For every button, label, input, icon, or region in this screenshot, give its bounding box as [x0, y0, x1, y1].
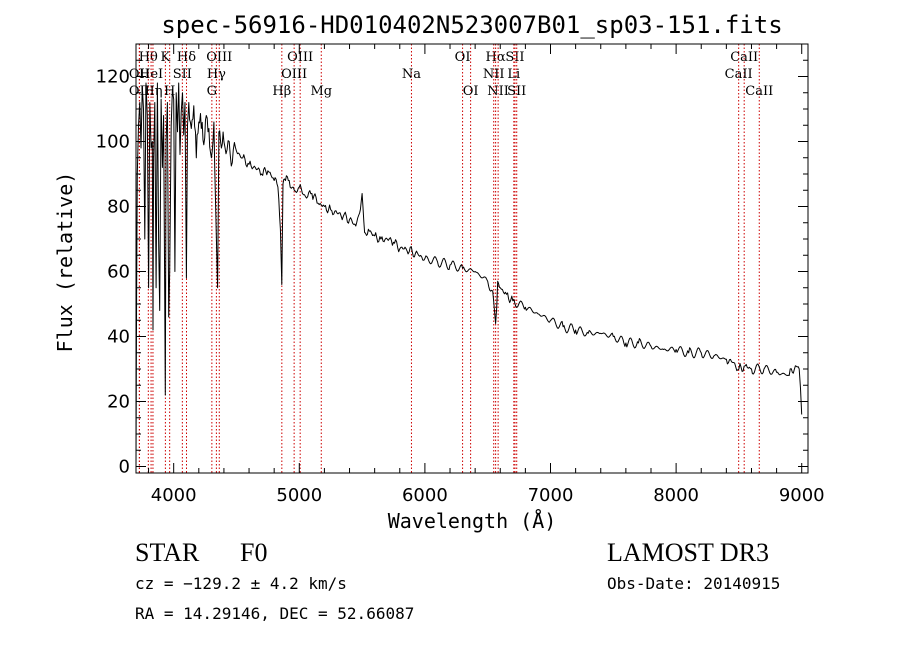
emission-line-label: CaII — [745, 84, 773, 99]
emission-line-label: OIII — [287, 50, 313, 65]
emission-line-label: Hγ — [207, 67, 226, 82]
observation-date: Obs-Date: 20140915 — [607, 574, 781, 593]
emission-line-label: OI — [463, 84, 479, 99]
y-tick-label: 40 — [107, 327, 130, 348]
emission-line-label: OI — [455, 50, 471, 65]
x-tick-label: 6000 — [402, 485, 448, 506]
spectral-subclass: F0 — [240, 538, 268, 567]
emission-line-label: Mg — [310, 84, 332, 99]
y-axis-label: Flux (relative) — [53, 172, 77, 353]
data-layer — [135, 82, 803, 467]
object-class: STAR — [135, 538, 200, 567]
emission-line-label: HeI — [139, 67, 163, 82]
x-tick-label: 4000 — [151, 485, 197, 506]
axes: 4000 5000 6000 7000 8000 9000 0 20 40 60 80 100 120 — [96, 43, 825, 506]
y-tick-label: 80 — [107, 197, 130, 218]
emission-line-label: Hδ — [177, 50, 196, 65]
emission-line-label: H — [164, 84, 175, 99]
emission-line-label: Hθ — [139, 50, 158, 65]
emission-line-label: Li — [507, 67, 520, 82]
x-tick-label: 5000 — [276, 485, 322, 506]
emission-line-label: OII — [129, 84, 150, 99]
emission-line-label: K — [161, 50, 171, 65]
emission-line-label: Na — [402, 67, 421, 82]
emission-line-label: SII — [505, 50, 524, 65]
emission-line-label: Hβ — [272, 84, 291, 99]
emission-line-label: NII — [487, 84, 509, 99]
emission-line-label: CaII — [725, 67, 753, 82]
emission-line-label: CaII — [730, 50, 758, 65]
y-tick-label: 100 — [96, 132, 130, 153]
emission-line-label: Hα — [486, 50, 506, 65]
y-tick-label: 120 — [96, 67, 130, 88]
emission-line-label: OII — [129, 67, 150, 82]
y-tick-label: 0 — [119, 457, 130, 478]
chart-title: spec-56916-HD010402N523007B01_sp03-151.f… — [161, 11, 782, 39]
spectrum-line — [135, 82, 803, 467]
x-axis-label: Wavelength (Å) — [388, 509, 557, 533]
y-tick-label: 20 — [107, 392, 130, 413]
emission-line-label: SII — [507, 84, 526, 99]
y-tick-label: 60 — [107, 262, 130, 283]
x-tick-label: 7000 — [528, 485, 574, 506]
emission-line-label: G — [207, 84, 217, 99]
redshift-velocity: cz = −129.2 ± 4.2 km/s — [135, 574, 347, 593]
emission-line-label: SII — [173, 67, 192, 82]
plot-frame — [135, 43, 809, 474]
x-tick-label: 8000 — [653, 485, 699, 506]
emission-line-label: OIII — [206, 50, 232, 65]
emission-line-label: NII — [483, 67, 505, 82]
survey-name: LAMOST DR3 — [607, 538, 770, 567]
emission-line-label: OIII — [281, 67, 307, 82]
x-tick-label: 9000 — [779, 485, 825, 506]
coordinates: RA = 14.29146, DEC = 52.66087 — [135, 604, 415, 623]
